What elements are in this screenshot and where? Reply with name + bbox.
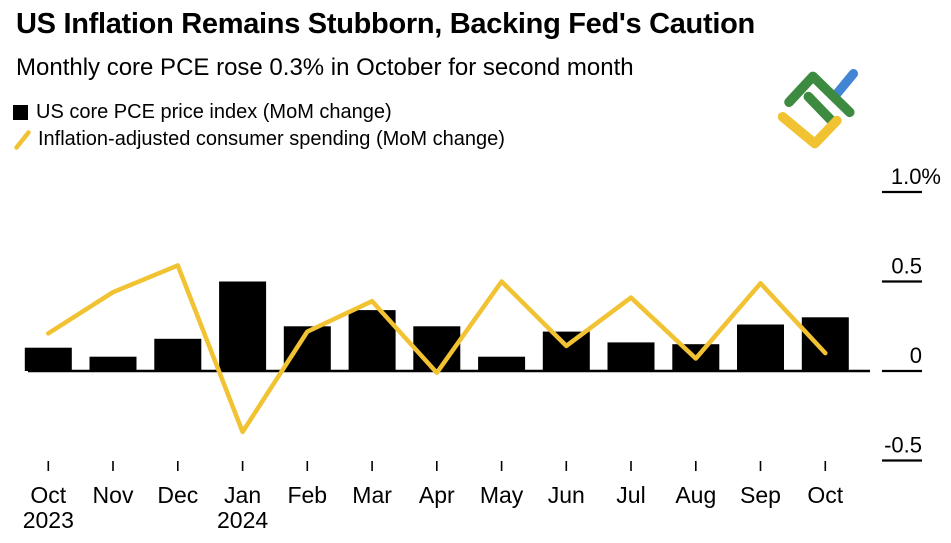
x-axis-label-7: May [480, 482, 524, 508]
x-axis-label-10: Aug [675, 482, 716, 508]
x-axis-year-label-2023: 2023 [23, 507, 74, 533]
y-axis-label-0: 1.0% [891, 164, 941, 189]
y-axis-label-2: 0 [910, 343, 922, 368]
legend-item-pce-bars: US core PCE price index (MoM change) [13, 99, 505, 126]
pce-bar-may-7 [478, 356, 526, 371]
litefinance-logo-icon [778, 69, 859, 149]
x-axis-label-9: Jul [616, 482, 645, 508]
x-axis-label-5: Mar [352, 482, 392, 508]
x-axis-label-4: Feb [287, 482, 327, 508]
pce-bar-sep-11 [737, 324, 784, 371]
pce-bar-dec-2 [154, 338, 202, 371]
x-axis-label-8: Jun [548, 482, 585, 508]
legend-item-spending-line: Inflation-adjusted consumer spending (Mo… [13, 126, 505, 153]
x-axis-label-0: Oct [30, 482, 66, 508]
legend: US core PCE price index (MoM change) Inf… [13, 99, 505, 153]
pce-bar-nov-1 [89, 356, 137, 371]
legend-label-spending: Inflation-adjusted consumer spending (Mo… [38, 128, 505, 150]
chart-plot-area: Oct Nov Dec Jan Feb Mar Apr May Jun Jul Aug Sep Oct2… [23, 164, 941, 533]
pce-bar-oct-0 [24, 347, 72, 371]
line-series-swatch-icon [14, 129, 31, 150]
pce-bar-jul-9 [607, 342, 655, 371]
chart-title: US Inflation Remains Stubborn, Backing F… [16, 8, 755, 40]
x-axis-label-1: Nov [93, 482, 134, 508]
x-axis-label-3: Jan [224, 482, 261, 508]
x-axis-label-11: Sep [740, 482, 781, 508]
x-axis-label-6: Apr [419, 482, 455, 508]
x-axis-label-12: Oct [807, 482, 843, 508]
y-axis-label-3: -0.5 [884, 433, 922, 458]
pce-bar-jan-3 [219, 281, 267, 371]
legend-label-pce: US core PCE price index (MoM change) [36, 101, 392, 123]
pce-bar-jun-8 [542, 331, 590, 371]
x-axis-year-label-2024: 2024 [217, 507, 268, 533]
chart-subtitle: Monthly core PCE rose 0.3% in October fo… [16, 54, 634, 81]
spending-line [46, 263, 828, 435]
x-axis-label-2: Dec [157, 482, 198, 508]
bar-series-swatch-icon [13, 105, 28, 120]
y-axis-label-1: 0.5 [891, 254, 922, 279]
pce-bar-oct-12 [801, 317, 849, 371]
